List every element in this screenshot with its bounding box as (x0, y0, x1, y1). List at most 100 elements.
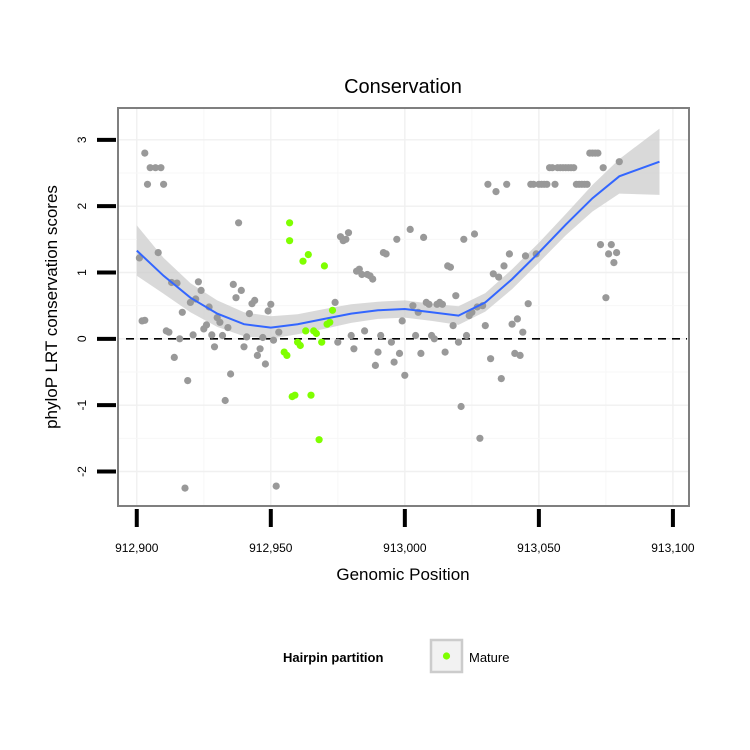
data-point (613, 249, 621, 257)
data-point (157, 164, 165, 172)
data-point (401, 371, 409, 379)
data-point (596, 241, 605, 249)
y-tick-label: 1 (75, 269, 89, 276)
data-point (395, 349, 404, 357)
y-tick-label: -2 (75, 466, 89, 477)
data-point (481, 322, 489, 330)
data-point (259, 333, 267, 342)
data-point (476, 434, 484, 442)
data-point (454, 338, 463, 346)
y-tick-label: 0 (75, 335, 89, 342)
data-point (393, 235, 401, 243)
data-point (350, 345, 358, 353)
data-point (529, 180, 538, 188)
data-point (406, 225, 414, 233)
data-point (492, 188, 500, 196)
data-point (344, 229, 353, 237)
x-tick-label: 912,950 (249, 541, 293, 555)
data-point-mature (302, 327, 310, 335)
data-point (449, 322, 457, 330)
data-point (610, 259, 618, 267)
data-point (253, 351, 261, 359)
data-point (583, 180, 591, 188)
data-point (425, 300, 433, 308)
data-point (605, 250, 613, 258)
data-point (218, 331, 227, 340)
data-point (264, 307, 272, 315)
data-point (519, 328, 527, 336)
smooth-line (136, 160, 660, 329)
data-point (615, 158, 623, 166)
data-point (508, 320, 516, 328)
data-point (457, 402, 465, 411)
data-point (269, 336, 278, 344)
data-point (513, 315, 522, 323)
data-point (251, 296, 259, 304)
data-point (460, 235, 468, 243)
data-point (398, 317, 406, 325)
data-point (417, 349, 425, 357)
y-axis: -2 -1 0 1 2 3 (75, 136, 116, 477)
data-point (543, 180, 551, 188)
data-point (420, 233, 428, 241)
data-point (334, 338, 342, 346)
data-point-mature (296, 341, 304, 350)
data-point (390, 358, 398, 366)
data-point (521, 252, 530, 260)
data-point (194, 278, 202, 286)
data-point (229, 280, 237, 288)
data-point (452, 292, 460, 300)
data-point (503, 180, 511, 188)
data-point (358, 270, 366, 279)
data-point (500, 262, 508, 270)
data-point (154, 249, 162, 257)
data-point-mature (291, 391, 299, 399)
data-point (151, 164, 160, 172)
data-point-mature (315, 436, 323, 444)
data-point (495, 273, 503, 281)
data-point-mature (312, 329, 320, 338)
data-point (551, 180, 559, 188)
data-point (224, 324, 232, 332)
data-point (382, 250, 390, 258)
data-point (409, 302, 417, 310)
data-point (202, 321, 211, 329)
data-point (342, 235, 350, 243)
data-point (489, 270, 497, 278)
x-tick-label: 913,050 (517, 541, 561, 555)
legend-title: Hairpin partition (283, 650, 383, 665)
data-point (186, 298, 194, 306)
data-point (347, 331, 355, 340)
data-point-mature (307, 391, 315, 399)
legend-label-mature: Mature (469, 650, 509, 665)
data-point-mature (299, 257, 307, 265)
x-tick-label: 912,900 (115, 541, 159, 555)
data-point (412, 331, 420, 340)
data-point (146, 164, 154, 172)
data-point (227, 370, 235, 378)
y-tick-label: 2 (75, 203, 89, 210)
y-tick-label: 3 (75, 136, 89, 143)
data-point-mature (320, 262, 328, 270)
x-axis: 912,900 912,950 913,000 913,050 913,100 (115, 509, 695, 555)
x-tick-label: 913,100 (651, 541, 695, 555)
data-point (272, 482, 280, 490)
data-point (240, 343, 248, 351)
data-point (487, 355, 495, 363)
smooth-line-layer (136, 160, 660, 329)
data-point (505, 250, 513, 258)
legend-key-mature-point (442, 652, 451, 660)
data-point (170, 353, 178, 361)
data-point (176, 335, 184, 343)
data-point-mature (286, 237, 294, 245)
chart-title: Conservation (344, 76, 462, 98)
data-point (235, 219, 243, 227)
data-point (516, 351, 524, 359)
data-point-mature (328, 306, 337, 314)
x-tick-label: 913,000 (383, 541, 427, 555)
data-point (243, 333, 251, 341)
x-axis-title: Genomic Position (336, 565, 469, 584)
data-point (237, 286, 245, 294)
data-point (387, 338, 395, 346)
